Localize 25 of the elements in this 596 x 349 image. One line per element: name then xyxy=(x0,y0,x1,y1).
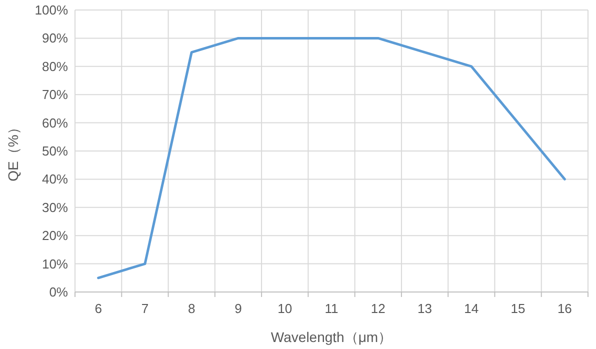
y-tick-label: 50% xyxy=(42,144,68,158)
line-series xyxy=(97,36,566,280)
x-axis-title: Wavelength（μm） xyxy=(270,329,392,345)
x-tick-label: 14 xyxy=(464,301,479,316)
x-tick-label: 9 xyxy=(234,301,242,316)
y-tick-label: 60% xyxy=(42,115,68,130)
y-tick-label: 0% xyxy=(49,284,68,300)
x-tick-label: 6 xyxy=(94,301,102,316)
x-tick-label: 12 xyxy=(370,301,386,316)
x-tick-label: 8 xyxy=(188,301,196,316)
y-tick-label: 10% xyxy=(42,256,68,272)
x-tick-label: 10 xyxy=(278,301,292,316)
y-tick-label: 90% xyxy=(42,30,68,46)
y-tick-label: 70% xyxy=(42,87,68,102)
x-tick-label: 16 xyxy=(557,301,572,316)
y-tick-label: 80% xyxy=(42,58,68,74)
x-tick-label: 7 xyxy=(141,301,149,316)
y-tick-label: 30% xyxy=(42,200,68,215)
x-tick-label: 13 xyxy=(418,301,432,316)
y-tick-label: 100% xyxy=(34,2,68,18)
x-tick-label: 11 xyxy=(324,301,338,316)
y-axis-title: QE（%） xyxy=(5,120,21,182)
y-tick-label: 20% xyxy=(42,228,68,244)
x-tick-label: 15 xyxy=(510,301,526,316)
y-tick-label: 40% xyxy=(42,172,68,187)
